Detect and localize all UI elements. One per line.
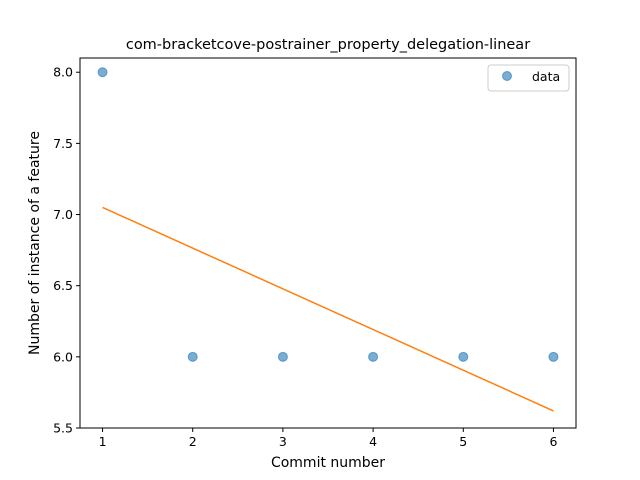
data-point — [548, 351, 559, 362]
x-tick-label: 2 — [189, 434, 197, 449]
y-axis-label: Number of instance of a feature — [27, 131, 43, 355]
chart-title: com-bracketcove-postrainer_property_dele… — [126, 37, 530, 53]
x-tick-label: 3 — [279, 434, 287, 449]
y-tick-label: 6.0 — [53, 349, 73, 364]
plot-area — [80, 58, 576, 428]
data-point — [277, 351, 288, 362]
fit-line — [102, 206, 554, 412]
legend-marker-data — [502, 71, 512, 81]
data-point — [187, 351, 198, 362]
x-axis-label: Commit number — [271, 455, 385, 471]
legend-label-data: data — [532, 69, 560, 84]
x-tick-label: 6 — [549, 434, 557, 449]
y-tick-label: 8.0 — [53, 65, 73, 80]
plot-frame — [79, 57, 577, 429]
y-axis-ticks: 5.5 6.0 6.5 7.0 7.5 8.0 — [53, 65, 80, 436]
x-tick-label: 1 — [99, 434, 107, 449]
x-tick-label: 5 — [459, 434, 467, 449]
y-tick-label: 7.5 — [53, 136, 73, 151]
data-point — [97, 67, 108, 78]
x-axis-ticks: 1 2 3 4 5 6 — [99, 428, 557, 449]
data-point — [458, 351, 469, 362]
x-tick-label: 4 — [369, 434, 377, 449]
y-tick-label: 5.5 — [53, 421, 73, 436]
series-layer — [97, 67, 559, 412]
data-point — [368, 351, 379, 362]
y-tick-label: 6.5 — [53, 278, 73, 293]
y-tick-label: 7.0 — [53, 207, 73, 222]
legend: data — [487, 64, 570, 92]
